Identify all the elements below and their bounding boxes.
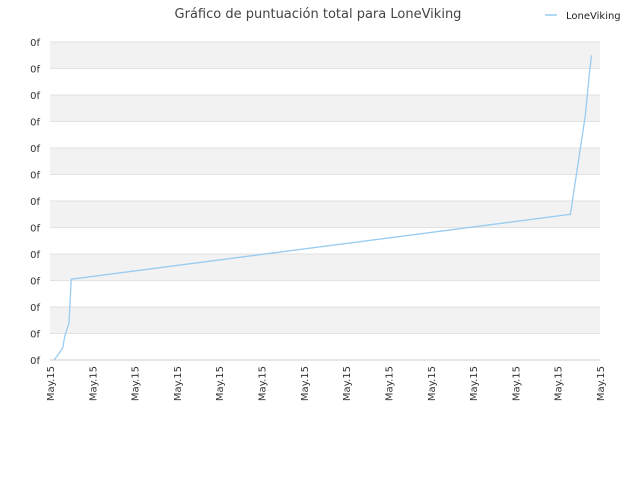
- x-tick-label: May.15: [46, 366, 57, 401]
- x-tick-label: May.15: [427, 366, 438, 401]
- y-tick-label: 0f: [30, 224, 40, 235]
- y-axis-ticks: 0f 0f 0f 0f 0f 0f 0f 0f 0f 0f 0f 0f 0f: [30, 38, 40, 367]
- grid-band: [50, 121, 600, 148]
- grid-band: [50, 148, 600, 175]
- y-tick-label: 0f: [30, 91, 40, 102]
- y-tick-label: 0f: [30, 250, 40, 261]
- grid-band: [50, 254, 600, 281]
- series-line: [53, 55, 593, 361]
- legend: LoneViking: [545, 11, 621, 22]
- grid-band: [50, 95, 600, 122]
- x-tick-label: May.15: [511, 366, 522, 401]
- grid-band: [50, 307, 600, 334]
- x-tick-label: May.15: [300, 366, 311, 401]
- x-tick-label: May.15: [215, 366, 226, 401]
- series-layer: [53, 55, 593, 361]
- x-tick-label: May.15: [596, 366, 607, 401]
- x-tick-label: May.15: [342, 366, 353, 401]
- grid-band: [50, 280, 600, 307]
- y-tick-label: 0f: [30, 356, 40, 367]
- y-tick-label: 0f: [30, 197, 40, 208]
- legend-label: LoneViking: [566, 11, 621, 22]
- x-tick-label: May.15: [258, 366, 269, 401]
- grid-band: [50, 333, 600, 360]
- y-tick-label: 0f: [30, 65, 40, 76]
- grid-band: [50, 201, 600, 228]
- grid-band: [50, 227, 600, 254]
- x-axis-ticks: May.15 May.15 May.15 May.15 May.15 May.15 May.…: [46, 366, 607, 401]
- x-tick-label: May.15: [384, 366, 395, 401]
- y-tick-label: 0f: [30, 277, 40, 288]
- y-tick-label: 0f: [30, 38, 40, 49]
- grid-band: [50, 174, 600, 201]
- grid-band: [50, 42, 600, 69]
- y-tick-label: 0f: [30, 144, 40, 155]
- y-tick-label: 0f: [30, 118, 40, 129]
- chart-title: Gráfico de puntuación total para LoneVik…: [175, 7, 462, 22]
- x-tick-label: May.15: [173, 366, 184, 401]
- x-tick-label: May.15: [554, 366, 565, 401]
- grid-band: [50, 68, 600, 95]
- y-tick-label: 0f: [30, 330, 40, 341]
- x-tick-label: May.15: [469, 366, 480, 401]
- grid-bands: [50, 41, 600, 360]
- x-tick-label: May.15: [88, 366, 99, 401]
- y-tick-label: 0f: [30, 303, 40, 314]
- x-tick-label: May.15: [131, 366, 142, 401]
- y-tick-label: 0f: [30, 171, 40, 182]
